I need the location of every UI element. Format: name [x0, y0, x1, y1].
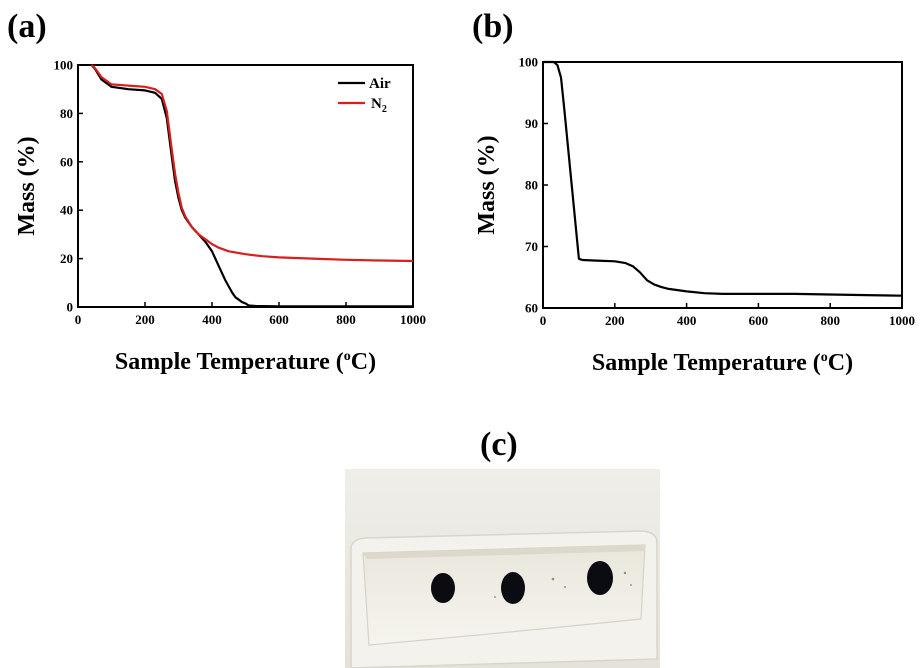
plot-frame [77, 64, 414, 308]
panel-label-a: (a) [7, 8, 47, 45]
residue-speck [564, 586, 566, 588]
legend: Air N2 [338, 76, 391, 115]
y-tick-label: 40 [60, 203, 73, 218]
x-axis-label: Sample Temperature (oC) [592, 350, 853, 376]
sample-pellet-2 [501, 572, 525, 604]
crucible-rim-shadow [363, 545, 645, 559]
residue-speck [623, 571, 627, 575]
panel-label-b: (b) [472, 8, 514, 45]
x-tick-label: 800 [336, 312, 356, 327]
y-tick-label: 80 [60, 106, 73, 121]
residue-speck [630, 584, 632, 586]
series-line-n2 [90, 64, 414, 263]
y-tick-label: 0 [67, 300, 74, 315]
plot-frame [542, 61, 903, 309]
y-tick-label: 70 [525, 239, 538, 254]
y-tick-label: 100 [519, 55, 539, 70]
y-tick-label: 100 [54, 58, 74, 73]
crucible-photo-svg [345, 469, 660, 668]
residue-speck [551, 577, 555, 581]
x-tick-label: 600 [749, 313, 769, 328]
x-tick-label: 1000 [400, 312, 426, 327]
y-tick-label: 90 [525, 116, 538, 131]
series-line-mass [543, 60, 903, 297]
x-tick-label: 200 [605, 313, 625, 328]
panel-label-c: (c) [480, 426, 518, 463]
x-tick-label: 400 [202, 312, 222, 327]
sample-pellet-1 [431, 573, 455, 603]
series-line-air [90, 64, 413, 308]
y-tick-label: 60 [60, 154, 73, 169]
y-tick-label: 20 [60, 251, 73, 266]
y-axis-label: Mass (%) [14, 136, 40, 235]
legend-label-air: Air [369, 76, 391, 92]
chart-a: 0 200 400 600 800 1000 0 20 40 60 80 100 Sample Temp… [14, 58, 426, 376]
residue-speck [494, 596, 496, 598]
chart-b: 0 200 400 600 800 1000 60 70 80 90 100 Sample Tempe… [474, 55, 915, 377]
x-tick-label: 200 [135, 312, 155, 327]
x-tick-label: 400 [677, 313, 697, 328]
x-axis-label: Sample Temperature (oC) [115, 349, 376, 375]
x-tick-label: 0 [540, 313, 547, 328]
legend-label-n2: N2 [371, 96, 387, 115]
x-tick-label: 1000 [889, 313, 915, 328]
crucible-photo [345, 469, 660, 668]
y-axis-label: Mass (%) [474, 135, 500, 234]
x-tick-label: 0 [75, 312, 82, 327]
sample-pellet-3 [587, 561, 613, 595]
x-tick-label: 800 [820, 313, 840, 328]
y-tick-label: 60 [525, 301, 538, 316]
y-tick-label: 80 [525, 178, 538, 193]
x-tick-label: 600 [269, 312, 289, 327]
